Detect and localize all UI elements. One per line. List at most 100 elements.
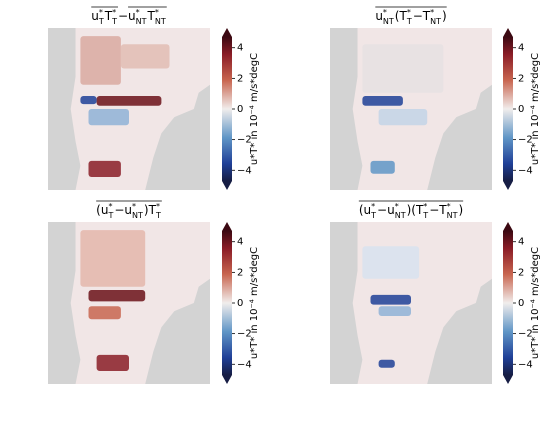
map-feature	[370, 160, 395, 174]
colorbar-label: u*T* in 10⁻⁴ m/s*degC	[530, 247, 541, 359]
title-text: T	[148, 203, 157, 217]
map-feature	[362, 246, 420, 279]
title-text: T	[104, 9, 113, 23]
title-text: −	[429, 203, 439, 217]
colorbar-tick-label: −2	[518, 135, 533, 146]
colorbar-tick-label: −4	[237, 165, 252, 176]
colorbar-extend	[222, 28, 232, 37]
colorbar	[503, 231, 513, 375]
map-feature	[362, 44, 444, 93]
title-text: (	[96, 203, 101, 217]
colorbar-tick-label: 2	[237, 267, 243, 278]
title-text: u	[364, 203, 372, 217]
panel-title: u *NT(T *T − T *NT)	[375, 6, 447, 26]
title-script: NT	[136, 17, 147, 26]
title-script: T	[111, 17, 117, 26]
title-text: u	[387, 203, 395, 217]
panel-title: u *T T *T − u *NT T *NT	[91, 6, 167, 26]
colorbar-tick-label: −2	[237, 135, 252, 146]
title-text: T	[438, 203, 447, 217]
colorbar-tick-label: 4	[518, 237, 524, 248]
colorbar-tick-label: −4	[237, 359, 252, 370]
title-text: T	[422, 9, 431, 23]
panel-title: (u *T − u *NT)(T *T − T *NT)	[358, 200, 464, 220]
title-script: T	[107, 211, 113, 220]
title-script: *	[112, 8, 116, 17]
colorbar-label: u*T* in 10⁻⁴ m/s*degC	[249, 53, 260, 165]
title-script: *	[108, 202, 112, 211]
title-script: *	[407, 8, 411, 17]
title-script: *	[155, 8, 159, 17]
colorbar-tick-label: 0	[518, 104, 524, 115]
colorbar-tick-label: −4	[518, 359, 533, 370]
map-feature	[80, 96, 97, 105]
colorbar-tick-label: −2	[237, 329, 252, 340]
colorbar-tick-label: 0	[518, 298, 524, 309]
title-script: NT	[155, 17, 166, 26]
colorbar-extend	[503, 181, 513, 190]
title-text: T	[398, 9, 407, 23]
title-text: −	[377, 203, 387, 217]
colorbar-tick-label: 2	[518, 73, 524, 84]
title-script: *	[423, 202, 427, 211]
title-script: *	[447, 202, 451, 211]
colorbar-tick-label: 0	[237, 298, 243, 309]
title-script: NT	[132, 211, 143, 220]
title-script: T	[370, 211, 376, 220]
title-script: *	[99, 8, 103, 17]
title-script: NT	[447, 211, 458, 220]
title-text: u	[375, 9, 383, 23]
colorbar-extend	[222, 181, 232, 190]
map-feature	[96, 354, 129, 372]
title-text: u	[128, 9, 136, 23]
colorbar-tick-label: 0	[237, 104, 243, 115]
map-feature	[378, 359, 395, 368]
title-script: NT	[395, 211, 406, 220]
colorbar	[222, 231, 232, 375]
map-feature	[362, 96, 403, 106]
title-text: T	[415, 203, 424, 217]
colorbar-tick-label: 2	[237, 73, 243, 84]
colorbar-tick-label: 2	[518, 267, 524, 278]
title-text: )	[442, 9, 447, 23]
title-script: *	[132, 202, 136, 211]
colorbar-extend	[503, 375, 513, 384]
title-text: −	[114, 203, 124, 217]
title-script: T	[98, 17, 104, 26]
map-feature	[88, 290, 146, 302]
colorbar-tick-label: −4	[518, 165, 533, 176]
title-text: (	[359, 203, 364, 217]
map-feature	[378, 306, 411, 316]
title-text: −	[118, 9, 128, 23]
title-text: −	[413, 9, 423, 23]
map-feature	[370, 294, 411, 305]
title-script: *	[371, 202, 375, 211]
colorbar-tick-label: 4	[237, 237, 243, 248]
title-script: NT	[383, 17, 394, 26]
title-script: T	[406, 17, 412, 26]
title-text: )	[458, 203, 463, 217]
title-text: )(	[407, 203, 416, 217]
colorbar-tick-label: −2	[518, 329, 533, 340]
colorbar-extend	[503, 222, 513, 231]
title-script: NT	[430, 17, 441, 26]
colorbar-extend	[503, 28, 513, 37]
title-text: T	[147, 9, 156, 23]
colorbar-tick-label: 4	[237, 43, 243, 54]
map-feature	[80, 230, 146, 287]
panel-title: (u *T − u *NT) T *T	[96, 200, 162, 220]
title-script: *	[395, 202, 399, 211]
map-feature	[88, 109, 129, 126]
title-script: *	[136, 8, 140, 17]
title-script: T	[155, 211, 161, 220]
map-feature	[96, 96, 162, 106]
map-feature	[120, 44, 170, 69]
title-text: u	[101, 203, 109, 217]
map-feature	[88, 306, 121, 320]
title-script: *	[383, 8, 387, 17]
map-feature	[378, 109, 428, 126]
title-text: )	[144, 203, 149, 217]
title-text: u	[91, 9, 99, 23]
colorbar-tick-label: 4	[518, 43, 524, 54]
